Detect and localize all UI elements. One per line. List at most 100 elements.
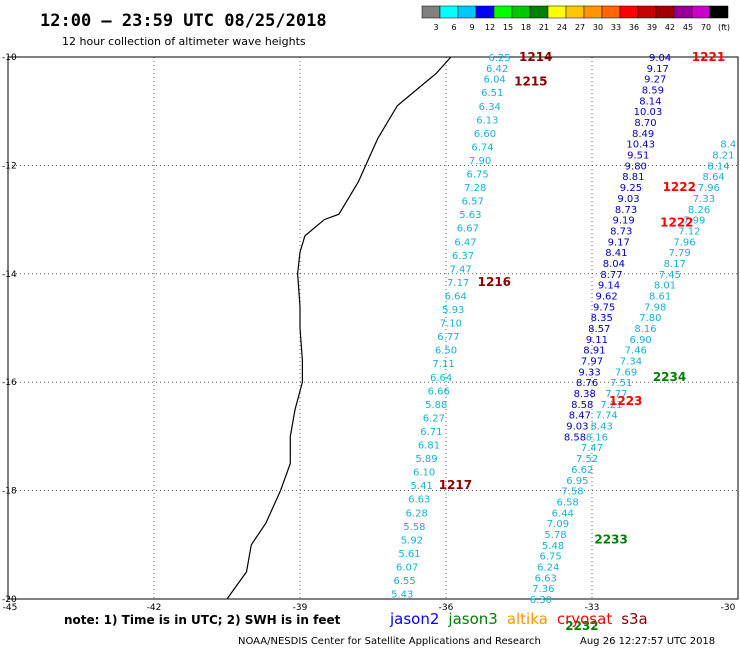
wave-height-value: 8.35 <box>591 313 613 324</box>
scale-label: 3 <box>433 23 438 32</box>
wave-height-value: 6.63 <box>535 573 557 584</box>
scale-swatch <box>511 5 531 19</box>
wave-height-value: 7.17 <box>447 278 469 289</box>
lon-tick-label: -45 <box>3 603 18 613</box>
wave-height-value: 5.43 <box>391 590 413 601</box>
wave-height-value: 7.11 <box>432 359 454 370</box>
lat-tick-label: -16 <box>2 378 17 388</box>
pass-label: 1222 <box>663 180 696 194</box>
wave-height-value: 6.44 <box>552 508 574 519</box>
wave-height-value: 8.04 <box>603 259 625 270</box>
wave-height-value: 9.11 <box>586 335 608 346</box>
wave-height-value: 8.77 <box>600 270 622 281</box>
lat-tick-label: -18 <box>2 487 17 497</box>
lon-tick-label: -39 <box>293 603 308 613</box>
wave-height-value: 6.51 <box>481 88 503 99</box>
wave-height-value: 6.10 <box>413 468 435 479</box>
scale-swatch <box>583 5 603 19</box>
wave-height-value: 8.47 <box>569 411 591 422</box>
wave-height-value: 5.61 <box>398 549 420 560</box>
scale-label: 33 <box>611 23 621 32</box>
pass-labels: 1214 1215 1216 1217 1221 1222 1222 1223 2234 2233… <box>439 50 725 633</box>
wave-height-value: 10.03 <box>634 107 663 118</box>
scale-label: 15 <box>503 23 513 32</box>
wave-height-value: 6.62 <box>571 465 593 476</box>
wave-height-value: 5.88 <box>425 400 447 411</box>
wave-height-value: 8.64 <box>703 172 725 183</box>
wave-height-value: 8.59 <box>642 86 664 97</box>
wave-height-value: 8.38 <box>574 389 596 400</box>
wave-height-value: 6.77 <box>437 332 459 343</box>
pass-label: 2234 <box>653 370 686 384</box>
wave-height-value: 6.90 <box>630 335 652 346</box>
wave-height-value: 9.03 <box>617 194 639 205</box>
wave-height-value: 6.25 <box>488 53 510 64</box>
wave-height-value: 6.67 <box>457 224 479 235</box>
pass-label: 1222 <box>660 215 693 229</box>
scale-swatch <box>601 5 621 19</box>
coastline <box>226 56 452 600</box>
map-frame <box>7 56 739 600</box>
wave-height-value: 8.76 <box>576 378 598 389</box>
scale-swatch <box>691 5 711 19</box>
wave-height-value: 9.62 <box>595 291 617 302</box>
wave-height-value: 10.43 <box>626 140 655 151</box>
satellite-legend-item: jason3 <box>447 610 497 628</box>
axis-tick-labels: -45 -42 -39 -36 -33 -30 -10 -12 -14 -16 -18 -20 <box>2 53 736 613</box>
wave-height-value: 9.17 <box>647 64 669 75</box>
scale-label: 39 <box>647 23 657 32</box>
wave-height-value: 7.21 <box>600 400 622 411</box>
wave-height-value: 7.52 <box>576 454 598 465</box>
wave-height-value: 6.47 <box>454 237 476 248</box>
altimeter-tracks: 6.256.426.04 6.51 6.34 6.13 6.60 6.74 7.90 6.75… <box>391 53 736 606</box>
wave-height-value: 9.04 <box>649 53 671 64</box>
wave-height-value: 7.97 <box>581 357 603 368</box>
wave-height-value: 6.63 <box>408 495 430 506</box>
satellite-legend: jason2 jason3 altika cryosat s3a <box>389 610 648 628</box>
lat-tick-label: -12 <box>2 161 17 171</box>
footer-timestamp: Aug 26 12:27:57 UTC 2018 <box>580 636 715 647</box>
wave-height-value: 8.91 <box>583 346 605 357</box>
wave-height-value: 9.51 <box>627 151 649 162</box>
wave-height-value: 8.14 <box>707 161 729 172</box>
wave-height-value: 8.01 <box>654 281 676 292</box>
pass-label: 1216 <box>478 275 511 289</box>
wave-height-value: 6.28 <box>406 508 428 519</box>
wave-height-value: 8.73 <box>615 205 637 216</box>
wave-height-value: 8.26 <box>688 205 710 216</box>
satellite-legend-item: s3a <box>621 610 648 628</box>
map-title: 12:00 – 23:59 UTC 08/25/2018 <box>40 11 327 31</box>
wave-height-value: 7.96 <box>698 183 720 194</box>
wave-height-value: 9.25 <box>620 183 642 194</box>
wave-height-value: 6.27 <box>423 413 445 424</box>
scale-swatch <box>493 5 513 19</box>
wave-height-value: 7.10 <box>440 319 462 330</box>
scale-label: 30 <box>593 23 603 32</box>
wave-height-value: 8.58 <box>564 432 586 443</box>
pass-label: 1215 <box>514 74 547 88</box>
wave-height-value: 5.93 <box>442 305 464 316</box>
wave-height-value: 8.41 <box>605 248 627 259</box>
wave-height-value: 8.43 <box>591 422 613 433</box>
lat-lon-grid <box>8 57 738 599</box>
scale-swatch <box>655 5 675 19</box>
wave-height-value: 6.66 <box>428 386 450 397</box>
wave-height-value: 9.19 <box>613 216 635 227</box>
wave-height-value: 6.30 <box>530 595 552 606</box>
wave-height-value: 7.74 <box>595 411 617 422</box>
lon-tick-label: -36 <box>439 603 454 613</box>
scale-swatch <box>547 5 567 19</box>
wave-height-value: 7.45 <box>659 270 681 281</box>
wave-height-value: 6.71 <box>420 427 442 438</box>
wave-height-value: 8.21 <box>712 151 734 162</box>
map-subtitle: 12 hour collection of altimeter wave hei… <box>62 35 306 48</box>
scale-swatch <box>673 5 693 19</box>
wave-height-value: 7.99 <box>683 216 705 227</box>
wave-height-value: 8.14 <box>639 96 661 107</box>
wave-height-value: 6.34 <box>479 102 501 113</box>
wave-height-value: 9.14 <box>598 281 620 292</box>
scale-swatch <box>457 5 477 19</box>
scale-swatch <box>439 5 459 19</box>
wave-height-value: 5.48 <box>542 541 564 552</box>
wave-height-value: 6.13 <box>476 115 498 126</box>
